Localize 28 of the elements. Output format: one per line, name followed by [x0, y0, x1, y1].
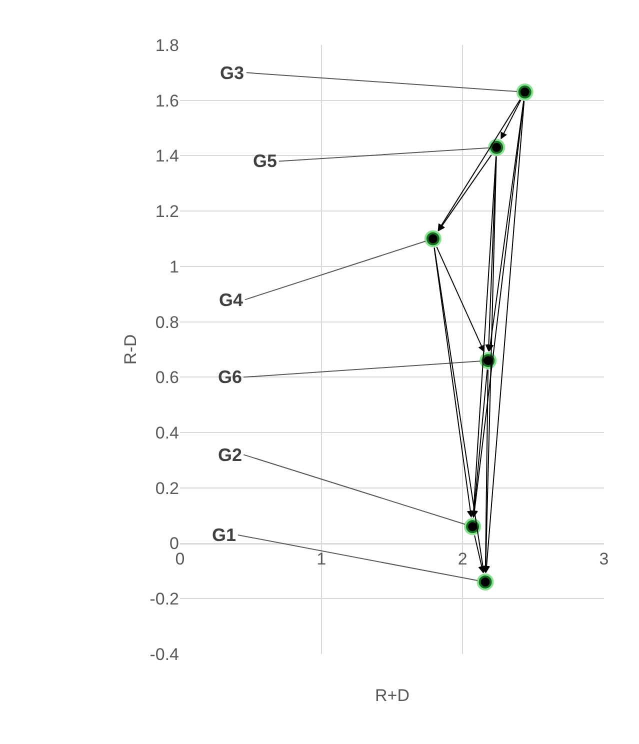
y-tick-label: -0.2 [150, 590, 179, 609]
point [488, 138, 506, 156]
point [476, 574, 494, 591]
y-tick-label: 0.4 [155, 424, 179, 442]
y-tick-label: 1.4 [155, 146, 179, 166]
y-tick-label: 0 [170, 534, 179, 554]
y-tick-label: 0.8 [155, 312, 179, 332]
y-tick-label: 1 [170, 257, 179, 276]
y-tick-label: 1.6 [155, 91, 179, 110]
annotation: G5 [253, 151, 278, 171]
point [424, 230, 442, 248]
annotation: G4 [219, 290, 244, 310]
point [516, 84, 534, 101]
x-tick-label: 1 [316, 550, 326, 569]
y-tick-label: 0.2 [155, 478, 179, 498]
y-tick-label: 0.6 [155, 368, 179, 388]
annotation: G2 [218, 445, 242, 465]
x-tick-label: 3 [599, 550, 609, 569]
y-axis-title: R-D [121, 334, 140, 365]
x-tick-label: 2 [458, 550, 468, 569]
y-tick-label: -0.4 [150, 644, 179, 664]
annotation: G3 [220, 63, 244, 83]
x-axis-title: R+D [375, 686, 410, 705]
annotation: G6 [218, 367, 242, 387]
point [464, 518, 482, 536]
y-tick-label: 1.8 [155, 36, 179, 55]
annotation: G1 [212, 525, 236, 545]
y-tick-label: 1.2 [155, 202, 179, 222]
